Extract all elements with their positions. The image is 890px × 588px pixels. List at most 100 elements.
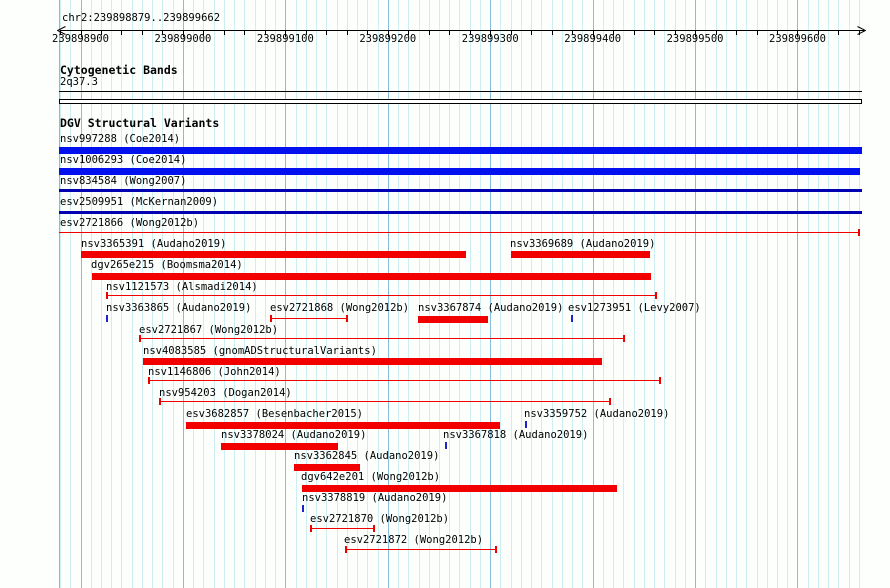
grid-line-minor	[828, 0, 830, 588]
variant-range-endcap[interactable]	[655, 292, 657, 299]
variant-bar[interactable]	[143, 358, 602, 365]
ruler-tick	[203, 31, 205, 35]
grid-line-minor	[172, 0, 174, 588]
grid-line-minor	[305, 0, 307, 588]
grid-line-minor	[367, 0, 369, 588]
variant-range-endcap[interactable]	[310, 525, 312, 532]
grid-line-minor	[766, 0, 768, 588]
variant-label[interactable]: nsv3378024 (Audano2019)	[221, 429, 367, 441]
variant-point[interactable]	[302, 505, 304, 512]
variant-range-endcap[interactable]	[858, 229, 860, 236]
variant-label[interactable]: nsv3369689 (Audano2019)	[510, 238, 656, 250]
ruler-tick	[613, 31, 615, 35]
grid-line-minor	[203, 0, 205, 588]
variant-range-endcap[interactable]	[139, 335, 141, 342]
variant-label[interactable]: nsv1006293 (Coe2014)	[60, 154, 187, 166]
variant-label[interactable]: nsv3367874 (Audano2019)	[418, 302, 564, 314]
variant-bar[interactable]	[92, 273, 651, 280]
variant-range-line[interactable]	[139, 338, 625, 339]
variant-bar[interactable]	[59, 189, 862, 192]
grid-line-minor	[316, 0, 318, 588]
variant-label[interactable]: esv1273951 (Levy2007)	[568, 302, 701, 314]
grid-line-minor	[449, 0, 451, 588]
grid-line-minor	[602, 0, 604, 588]
grid-line-minor	[643, 0, 645, 588]
variant-range-endcap[interactable]	[659, 377, 661, 384]
variant-label[interactable]: esv2509951 (McKernan2009)	[60, 196, 219, 208]
variant-range-line[interactable]	[59, 232, 860, 233]
grid-line-major	[592, 0, 594, 588]
variant-label[interactable]: esv2721872 (Wong2012b)	[344, 534, 484, 546]
variant-bar[interactable]	[186, 422, 500, 429]
variant-range-endcap[interactable]	[345, 546, 347, 553]
variant-label[interactable]: nsv1146806 (John2014)	[148, 366, 281, 378]
variant-label[interactable]: esv2721867 (Wong2012b)	[139, 324, 279, 336]
variant-bar[interactable]	[59, 147, 862, 154]
variant-label[interactable]: esv2721870 (Wong2012b)	[310, 513, 450, 525]
variant-label[interactable]: nsv3367818 (Audano2019)	[443, 429, 589, 441]
variant-point[interactable]	[445, 442, 447, 449]
variant-bar[interactable]	[221, 443, 338, 450]
variant-point[interactable]	[106, 315, 108, 322]
variant-label[interactable]: esv2721866 (Wong2012b)	[60, 217, 200, 229]
variant-label[interactable]: esv2721868 (Wong2012b)	[270, 302, 410, 314]
grid-line-minor	[408, 0, 410, 588]
variant-range-line[interactable]	[270, 318, 348, 319]
variant-bar[interactable]	[81, 251, 466, 258]
grid-line-minor	[531, 0, 533, 588]
variant-range-line[interactable]	[106, 295, 657, 296]
variant-label[interactable]: dgv642e201 (Wong2012b)	[301, 471, 441, 483]
ruler-tick	[428, 31, 430, 35]
grid-line-minor	[736, 0, 738, 588]
variant-range-line[interactable]	[159, 401, 611, 402]
cytoband-box[interactable]	[59, 99, 862, 104]
variant-label[interactable]: nsv954203 (Dogan2014)	[159, 387, 292, 399]
variant-range-endcap[interactable]	[159, 398, 161, 405]
ruler-tick	[100, 31, 102, 35]
variant-label[interactable]: nsv3362845 (Audano2019)	[294, 450, 440, 462]
variant-range-endcap[interactable]	[148, 377, 150, 384]
grid-line-minor	[725, 0, 727, 588]
variant-bar[interactable]	[418, 316, 488, 323]
variant-range-line[interactable]	[310, 528, 375, 529]
grid-line-major	[490, 0, 492, 588]
ruler-tick	[695, 31, 697, 37]
variant-label[interactable]: nsv3359752 (Audano2019)	[524, 408, 670, 420]
grid-line-minor	[264, 0, 266, 588]
variant-range-line[interactable]	[148, 380, 661, 381]
grid-line-minor	[428, 0, 430, 588]
variant-label[interactable]: nsv4083585 (gnomADStructuralVariants)	[143, 345, 377, 357]
variant-label[interactable]: nsv3365391 (Audano2019)	[81, 238, 227, 250]
variant-label[interactable]: nsv1121573 (Alsmadi2014)	[106, 281, 258, 293]
grid-line-minor	[377, 0, 379, 588]
variant-label[interactable]: dgv265e215 (Boomsma2014)	[91, 259, 243, 271]
grid-line-minor	[141, 0, 143, 588]
variant-range-endcap[interactable]	[346, 315, 348, 322]
variant-label[interactable]: nsv834584 (Wong2007)	[60, 175, 187, 187]
variant-label[interactable]: esv3682857 (Besenbacher2015)	[186, 408, 364, 420]
grid-line-minor	[654, 0, 656, 588]
variant-range-endcap[interactable]	[609, 398, 611, 405]
variant-bar[interactable]	[59, 211, 862, 214]
variant-label[interactable]: nsv3363865 (Audano2019)	[106, 302, 252, 314]
variant-range-endcap[interactable]	[495, 546, 497, 553]
variant-range-endcap[interactable]	[373, 525, 375, 532]
variant-bar[interactable]	[511, 251, 650, 258]
ruler-tick	[777, 31, 778, 35]
variant-range-endcap[interactable]	[270, 315, 272, 322]
ruler-tick	[346, 31, 348, 35]
ruler-tick	[387, 31, 389, 37]
variant-point[interactable]	[525, 421, 527, 428]
ruler-tick	[408, 31, 410, 35]
variant-range-line[interactable]	[345, 549, 497, 550]
variant-range-endcap[interactable]	[623, 335, 625, 342]
variant-point[interactable]	[571, 315, 573, 322]
variant-label[interactable]: nsv3378819 (Audano2019)	[302, 492, 448, 504]
variant-bar[interactable]	[294, 464, 360, 471]
variant-bar[interactable]	[59, 168, 860, 175]
variant-bar[interactable]	[302, 485, 617, 492]
ruler-tick-label: 239899300	[461, 33, 519, 45]
variant-range-endcap[interactable]	[106, 292, 108, 299]
variant-label[interactable]: nsv997288 (Coe2014)	[60, 133, 181, 145]
